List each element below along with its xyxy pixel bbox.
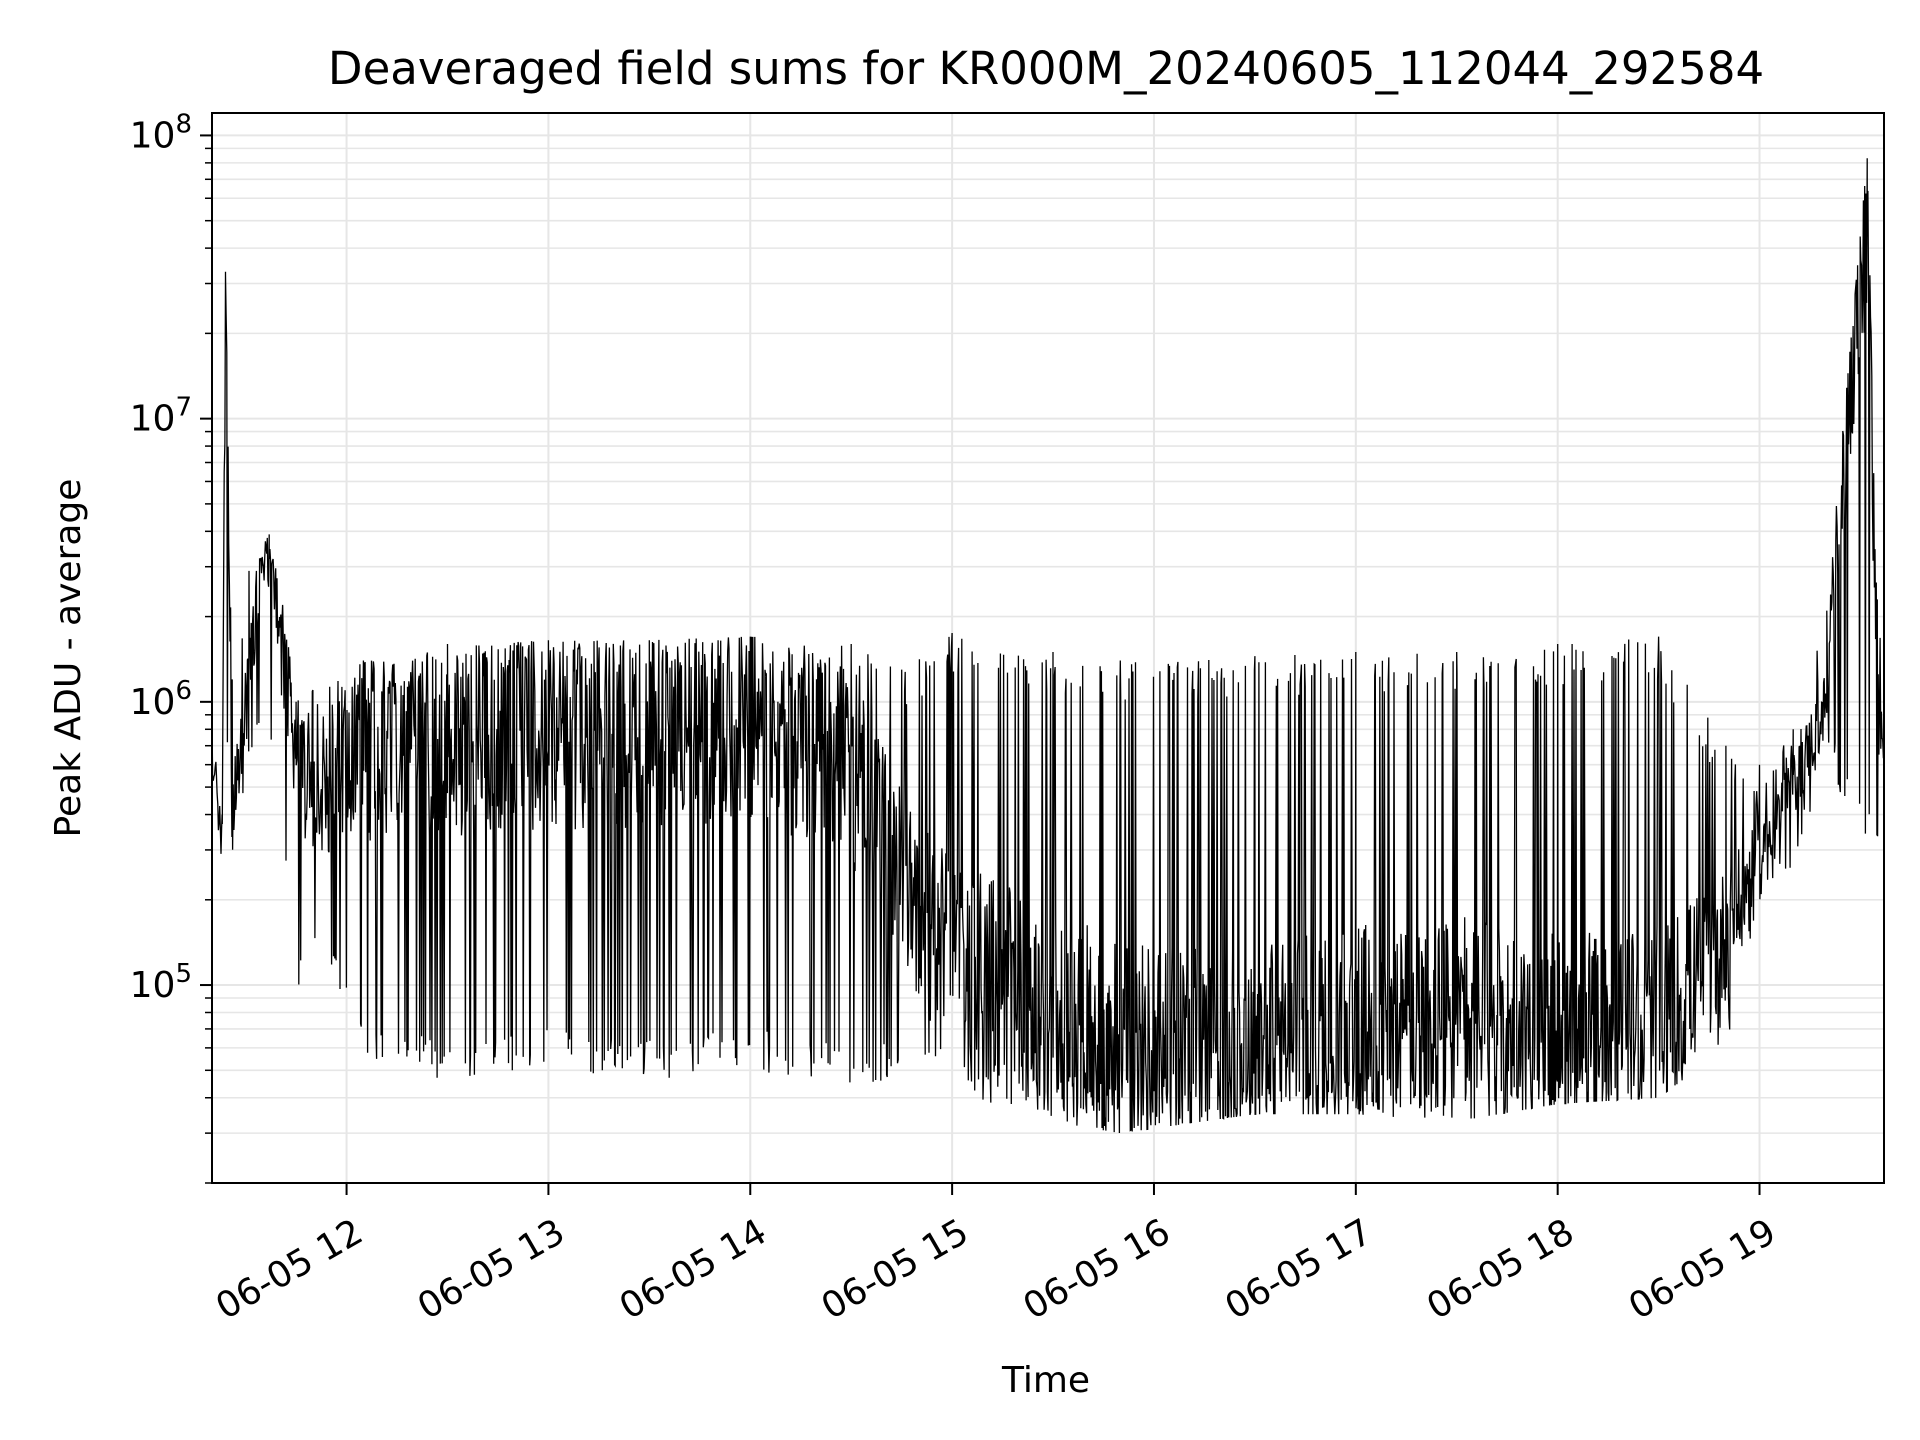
y-tick-base: 10 — [130, 965, 176, 1006]
y-tick-label: 108 — [130, 109, 192, 156]
grid-lines — [212, 113, 1884, 1184]
y-tick-label: 105 — [130, 959, 192, 1006]
y-tick-base: 10 — [130, 399, 176, 440]
y-axis-label: Peak ADU - average — [48, 479, 89, 838]
y-tick-label: 106 — [130, 676, 192, 723]
y-tick-exponent: 8 — [175, 109, 192, 139]
y-tick-exponent: 6 — [175, 676, 192, 706]
series-line — [211, 158, 1885, 1134]
x-axis-label: Time — [1001, 1360, 1090, 1401]
y-tick-label: 107 — [130, 393, 192, 440]
y-tick-exponent: 7 — [175, 393, 192, 423]
plot-frame — [211, 112, 1885, 1184]
y-tick-exponent: 5 — [175, 959, 192, 989]
y-tick-base: 10 — [130, 682, 176, 723]
data-series — [211, 158, 1885, 1134]
chart-title: Deaveraged field sums for KR000M_2024060… — [328, 42, 1764, 95]
y-tick-base: 10 — [130, 115, 176, 156]
